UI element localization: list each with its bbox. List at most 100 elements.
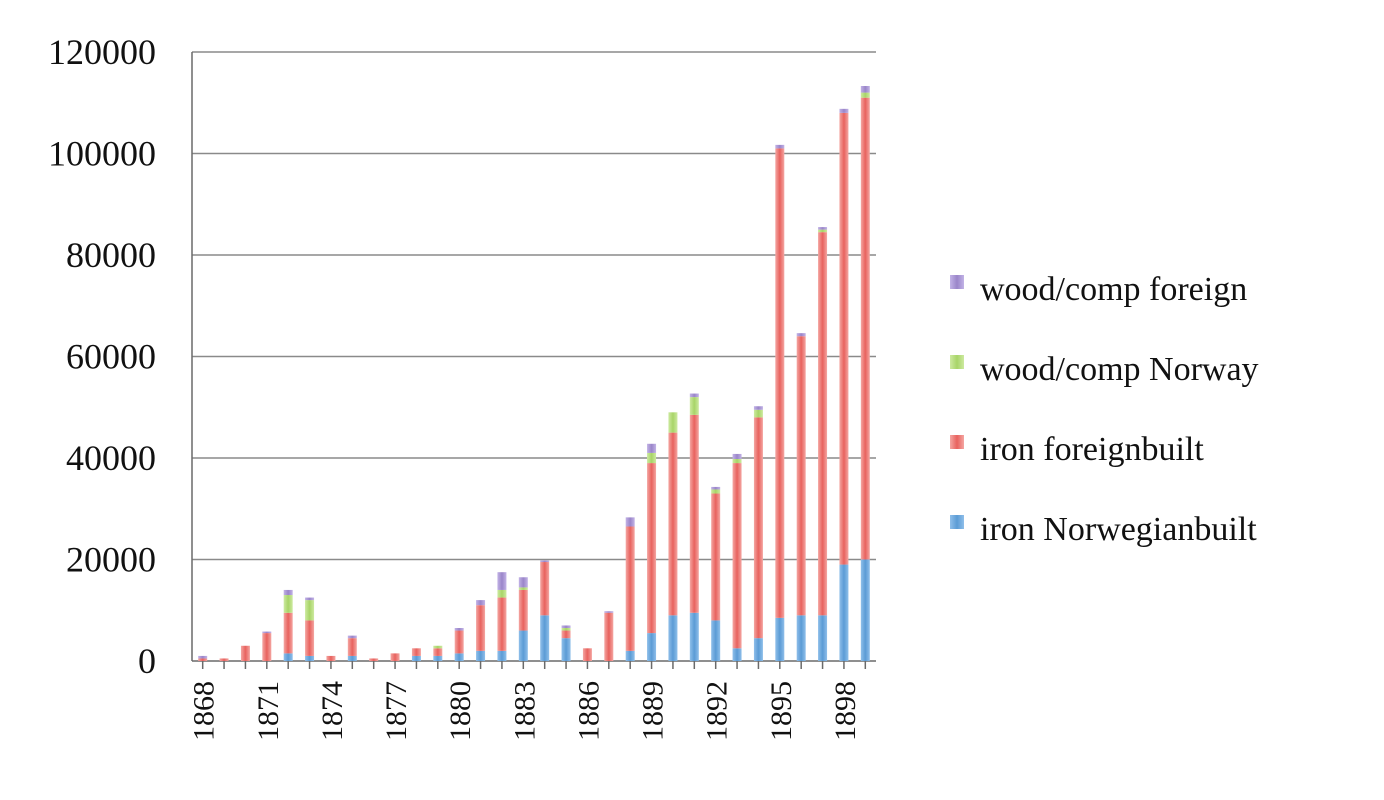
bar-segment-iron-norwegianbuilt xyxy=(839,564,849,661)
y-tick-label: 60000 xyxy=(66,337,156,377)
bar-segment-iron-foreignbuilt xyxy=(518,589,528,631)
y-tick-label: 20000 xyxy=(66,540,156,580)
bar-segment-wood-comp-norway xyxy=(711,489,721,494)
bar-segment-iron-norwegianbuilt xyxy=(860,559,870,661)
bar-segment-iron-norwegianbuilt xyxy=(433,655,443,661)
bar-segment-wood-comp-foreign xyxy=(497,572,507,590)
bar-segment-wood-comp-norway xyxy=(753,409,763,418)
bar-segment-iron-foreignbuilt xyxy=(219,658,229,661)
bar-segment-wood-comp-norway xyxy=(561,628,571,631)
bar-segment-wood-comp-foreign xyxy=(476,600,486,606)
bar-segment-iron-foreignbuilt xyxy=(711,493,721,621)
bar-segment-wood-comp-foreign xyxy=(647,443,657,453)
bar-segment-iron-norwegianbuilt xyxy=(283,653,293,661)
legend-label: wood/comp Norway xyxy=(980,351,1259,388)
y-tick-label: 100000 xyxy=(48,134,156,174)
bar-segment-wood-comp-foreign xyxy=(711,486,721,490)
bar-segment-iron-norwegianbuilt xyxy=(305,655,315,661)
legend-label: wood/comp foreign xyxy=(980,271,1247,308)
bar-segment-iron-norwegianbuilt xyxy=(540,615,550,661)
bar-segment-wood-comp-foreign xyxy=(561,625,571,629)
bar-segment-wood-comp-foreign xyxy=(818,227,828,230)
legend: wood/comp foreign wood/comp Norway iron fo… xyxy=(950,271,1259,548)
bar-segment-iron-foreignbuilt xyxy=(625,526,635,651)
bar-segment-wood-comp-foreign xyxy=(347,635,357,639)
x-tick-label: 1880 xyxy=(444,681,477,741)
bar-segment-wood-comp-norway xyxy=(668,412,678,433)
bar-segment-iron-norwegianbuilt xyxy=(411,655,421,661)
bar-segment-iron-norwegianbuilt xyxy=(668,615,678,661)
bar-segment-iron-foreignbuilt xyxy=(582,648,592,661)
bar-segment-iron-foreignbuilt xyxy=(497,597,507,651)
bar-segment-wood-comp-foreign xyxy=(860,86,870,93)
bar-segment-iron-foreignbuilt xyxy=(753,417,763,639)
x-tick-label: 1892 xyxy=(701,681,734,741)
bar-segment-iron-norwegianbuilt xyxy=(732,648,742,661)
y-tick-label: 80000 xyxy=(66,235,156,275)
bar-segment-iron-norwegianbuilt xyxy=(625,650,635,661)
bar-segment-wood-comp-norway xyxy=(518,587,528,590)
bar-segment-iron-norwegianbuilt xyxy=(561,638,571,661)
bar-segment-iron-foreignbuilt xyxy=(839,112,849,565)
bar-segment-iron-foreignbuilt xyxy=(604,612,614,661)
bar-segment-wood-comp-norway xyxy=(647,452,657,464)
bar-segment-wood-comp-foreign xyxy=(839,108,849,113)
bar-segment-iron-foreignbuilt xyxy=(390,653,400,661)
legend-label: iron Norwegianbuilt xyxy=(980,511,1257,548)
legend-label: iron foreignbuilt xyxy=(980,431,1204,468)
bar-segment-wood-comp-foreign xyxy=(283,589,293,596)
bar-segment-iron-norwegianbuilt xyxy=(476,650,486,661)
x-tick-label: 1886 xyxy=(572,681,605,741)
bar-segment-wood-comp-foreign xyxy=(625,517,635,527)
bar-segment-wood-comp-foreign xyxy=(262,631,272,634)
bar-segment-wood-comp-foreign xyxy=(454,628,464,631)
bar-segment-iron-norwegianbuilt xyxy=(711,620,721,661)
bar-segment-wood-comp-foreign xyxy=(518,577,528,588)
y-axis: 0 20000 40000 60000 80000 100000 120000 xyxy=(48,32,876,681)
bar-segment-wood-comp-foreign xyxy=(753,406,763,410)
bar-segment-iron-foreignbuilt xyxy=(818,232,828,616)
x-tick-label: 1874 xyxy=(316,681,349,741)
bar-segment-wood-comp-norway xyxy=(497,589,507,598)
bar-segment-iron-foreignbuilt xyxy=(326,655,336,661)
x-tick-label: 1889 xyxy=(637,681,670,741)
bar-segment-iron-foreignbuilt xyxy=(369,658,379,661)
x-tick-label: 1898 xyxy=(829,681,862,741)
bar-segment-wood-comp-norway xyxy=(860,92,870,98)
bar-segment-iron-foreignbuilt xyxy=(411,648,421,656)
bar-segment-iron-foreignbuilt xyxy=(262,633,272,661)
bar-segment-iron-norwegianbuilt xyxy=(753,638,763,661)
bar-segment-iron-foreignbuilt xyxy=(775,148,785,618)
x-tick-label: 1868 xyxy=(188,681,221,741)
legend-swatch xyxy=(950,435,964,449)
bar-segment-iron-foreignbuilt xyxy=(240,645,250,661)
x-tick-label: 1895 xyxy=(765,681,798,741)
legend-swatch xyxy=(950,275,964,289)
bar-segment-wood-comp-foreign xyxy=(796,333,806,337)
bar-segment-wood-comp-norway xyxy=(433,645,443,649)
y-tick-label: 0 xyxy=(138,641,156,681)
x-axis: 1868 1871 1874 1877 1880 1883 1886 1889 1892 1895… xyxy=(188,661,867,741)
bar-segment-wood-comp-foreign xyxy=(604,611,614,613)
bar-segment-iron-foreignbuilt xyxy=(305,620,315,656)
bar-segment-iron-foreignbuilt xyxy=(647,463,657,634)
bar-segment-iron-foreignbuilt xyxy=(796,336,806,616)
bar-segment-iron-foreignbuilt xyxy=(454,630,464,654)
bar-segment-iron-norwegianbuilt xyxy=(796,615,806,661)
bar-segment-wood-comp-norway xyxy=(689,397,699,415)
bar-segment-iron-foreignbuilt xyxy=(347,638,357,656)
bar-segment-wood-comp-norway xyxy=(732,459,742,464)
bar-segment-iron-norwegianbuilt xyxy=(647,633,657,661)
gridlines xyxy=(192,51,876,561)
bar-segment-iron-foreignbuilt xyxy=(283,612,293,654)
bar-segment-wood-comp-foreign xyxy=(732,453,742,460)
legend-swatch xyxy=(950,515,964,529)
x-tick-label: 1883 xyxy=(508,681,541,741)
bar-segment-iron-norwegianbuilt xyxy=(454,653,464,661)
bar-segment-iron-foreignbuilt xyxy=(732,463,742,649)
bar-segment-iron-norwegianbuilt xyxy=(775,617,785,661)
bar-segment-wood-comp-foreign xyxy=(689,393,699,398)
bar-segment-iron-foreignbuilt xyxy=(689,414,699,613)
x-tick-label: 1877 xyxy=(380,681,413,741)
bar-segment-wood-comp-norway xyxy=(305,600,315,621)
